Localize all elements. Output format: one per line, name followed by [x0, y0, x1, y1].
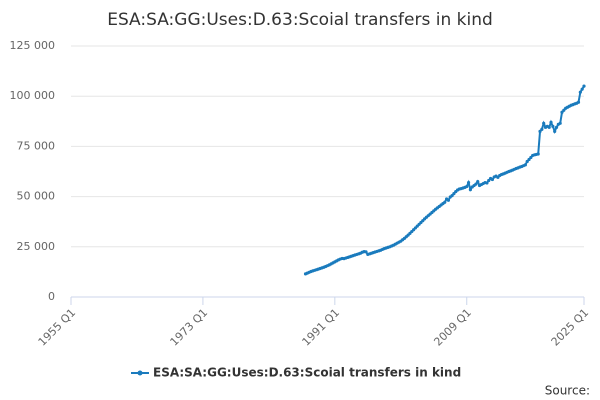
point	[553, 129, 557, 133]
point	[580, 87, 584, 91]
x-tick-label: 1955 Q1	[36, 306, 79, 349]
point	[474, 182, 478, 186]
point	[364, 250, 368, 254]
point	[536, 152, 540, 156]
y-tick-label: 0	[48, 290, 55, 303]
point	[465, 184, 469, 189]
point	[446, 198, 451, 202]
point	[542, 121, 546, 125]
point	[576, 100, 581, 104]
y-tick-label: 25 000	[17, 240, 56, 253]
x-tick-label: 2009 Q1	[431, 306, 474, 349]
y-tick-label: 125 000	[10, 39, 56, 52]
y-tick-label: 100 000	[10, 89, 56, 102]
y-tick-label: 75 000	[17, 139, 56, 152]
point	[468, 187, 473, 192]
x-tick-label: 1973 Q1	[168, 306, 211, 349]
point	[523, 163, 527, 167]
point	[485, 181, 489, 185]
point	[582, 84, 586, 88]
series-line	[305, 85, 585, 275]
y-tick-label: 50 000	[17, 190, 56, 203]
source: Source:	[545, 384, 590, 398]
point	[551, 124, 555, 128]
point	[547, 125, 551, 129]
point	[578, 90, 582, 94]
legend-marker	[137, 370, 143, 376]
point	[476, 179, 480, 184]
point	[549, 120, 553, 124]
point	[558, 121, 562, 125]
point	[490, 177, 494, 182]
chart-title: ESA:SA:GG:Uses:D.63:Scoial transfers in …	[107, 10, 493, 30]
point	[443, 200, 447, 204]
x-tick-label: 2025 Q1	[549, 306, 592, 349]
legend-label: ESA:SA:GG:Uses:D.63:Scoial transfers in …	[153, 366, 461, 380]
x-tick-label: 1991 Q1	[300, 306, 343, 349]
point	[540, 127, 544, 131]
point	[466, 180, 471, 185]
point	[554, 125, 559, 129]
